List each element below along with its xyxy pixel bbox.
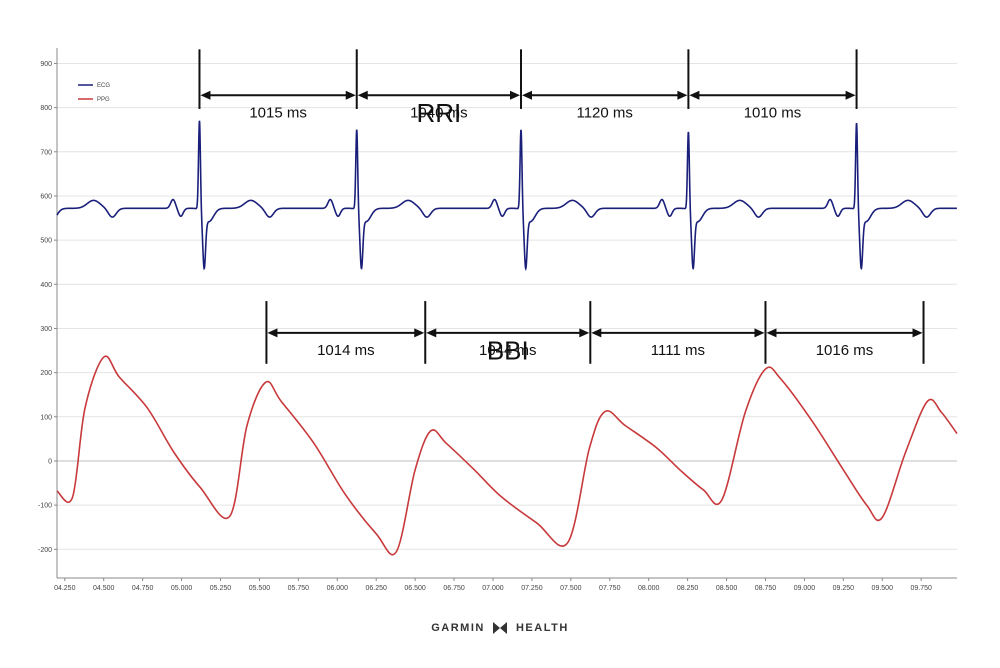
y-tick-label: 200 bbox=[40, 370, 52, 377]
garmin-bowtie-icon bbox=[493, 622, 508, 635]
x-tick-label: 08.000 bbox=[638, 585, 660, 592]
bbi-title: BBI bbox=[487, 336, 529, 366]
x-tick-label: 07.000 bbox=[482, 585, 504, 592]
rri-arrowhead-right bbox=[510, 90, 521, 100]
bbi-arrowhead-right bbox=[754, 328, 765, 338]
rri-arrowhead-right bbox=[677, 90, 688, 100]
x-tick-label: 04.750 bbox=[132, 585, 154, 592]
x-axis-ticks: 04.250 04.500 04.750 05.000 05.250 05.500 05.7… bbox=[54, 578, 932, 592]
x-tick-label: 09.250 bbox=[833, 585, 855, 592]
x-tick-label: 09.500 bbox=[872, 585, 894, 592]
x-tick-label: 07.750 bbox=[599, 585, 621, 592]
legend: ECG PPG bbox=[78, 83, 110, 103]
x-tick-label: 05.250 bbox=[210, 585, 232, 592]
rri-interval-label: 1010 ms bbox=[744, 104, 802, 121]
rri-arrowhead-right bbox=[845, 90, 856, 100]
rri-arrowhead-left bbox=[522, 90, 533, 100]
bbi-arrowhead-left bbox=[426, 328, 437, 338]
y-axis-ticks: -200 -100 0 100 200 300 400 500 600 700 800 900 bbox=[38, 61, 57, 554]
x-tick-label: 07.500 bbox=[560, 585, 582, 592]
rri-arrowhead-right bbox=[345, 90, 356, 100]
x-tick-label: 09.000 bbox=[794, 585, 816, 592]
x-tick-label: 08.500 bbox=[716, 585, 738, 592]
bbi-arrowhead-left bbox=[766, 328, 777, 338]
bbi-interval-label: 1111 ms bbox=[651, 342, 705, 359]
y-tick-label: 500 bbox=[40, 238, 52, 245]
bbi-interval-label: 1014 ms bbox=[317, 342, 375, 359]
legend-label-ecg: ECG bbox=[97, 83, 110, 89]
ppg-line bbox=[56, 355, 958, 556]
y-tick-label: 600 bbox=[40, 193, 52, 200]
x-tick-label: 07.250 bbox=[521, 585, 543, 592]
legend-label-ppg: PPG bbox=[97, 97, 110, 103]
y-tick-label: 100 bbox=[40, 414, 52, 421]
bbi-arrowhead-right bbox=[414, 328, 425, 338]
rri-interval-label: 1040 ms bbox=[410, 104, 468, 121]
x-tick-label: 09.750 bbox=[910, 585, 932, 592]
bbi-arrowhead-right bbox=[912, 328, 923, 338]
logo-text-right: HEALTH bbox=[515, 622, 569, 635]
y-tick-label: 700 bbox=[40, 149, 52, 156]
bbi-arrowhead-left bbox=[591, 328, 602, 338]
rri-interval-label: 1015 ms bbox=[249, 104, 307, 121]
series-lines bbox=[56, 120, 958, 556]
x-tick-label: 05.500 bbox=[249, 585, 271, 592]
x-tick-label: 06.000 bbox=[327, 585, 349, 592]
rri-arrowhead-left bbox=[200, 90, 211, 100]
x-tick-label: 08.250 bbox=[677, 585, 699, 592]
y-tick-label: 300 bbox=[40, 326, 52, 333]
garmin-health-logo: GARMIN HEALTH bbox=[0, 622, 1000, 635]
ecg-line bbox=[56, 120, 957, 272]
x-tick-label: 06.250 bbox=[365, 585, 387, 592]
y-tick-label: 400 bbox=[40, 282, 52, 289]
x-tick-label: 05.750 bbox=[288, 585, 310, 592]
bbi-arrowhead-right bbox=[579, 328, 590, 338]
rri-arrowhead-left bbox=[689, 90, 700, 100]
grid-lines bbox=[57, 62, 957, 550]
bbi-interval-label: 1016 ms bbox=[816, 342, 874, 359]
rri-arrowhead-left bbox=[357, 90, 368, 100]
y-tick-label: 800 bbox=[40, 105, 52, 112]
x-tick-label: 06.750 bbox=[443, 585, 465, 592]
x-tick-label: 04.250 bbox=[54, 585, 76, 592]
rri-title: RRI bbox=[416, 98, 461, 128]
x-tick-label: 05.000 bbox=[171, 585, 193, 592]
y-tick-label: -100 bbox=[38, 503, 52, 510]
y-tick-label: 0 bbox=[48, 458, 52, 465]
axes bbox=[56, 48, 957, 579]
bbi-arrowhead-left bbox=[267, 328, 278, 338]
logo-text-left: GARMIN bbox=[431, 622, 485, 635]
y-tick-label: -200 bbox=[38, 547, 52, 554]
x-tick-label: 04.500 bbox=[93, 585, 115, 592]
x-tick-label: 06.500 bbox=[404, 585, 426, 592]
rri-interval-label: 1120 ms bbox=[576, 104, 632, 121]
interval-annotations: 1015 ms 1040 ms 1120 ms 1010 ms RRI 1014 ms 10… bbox=[198, 49, 925, 366]
x-tick-label: 08.750 bbox=[755, 585, 777, 592]
y-tick-label: 900 bbox=[40, 61, 52, 68]
bbi-interval-label: 1044 ms bbox=[479, 342, 537, 359]
